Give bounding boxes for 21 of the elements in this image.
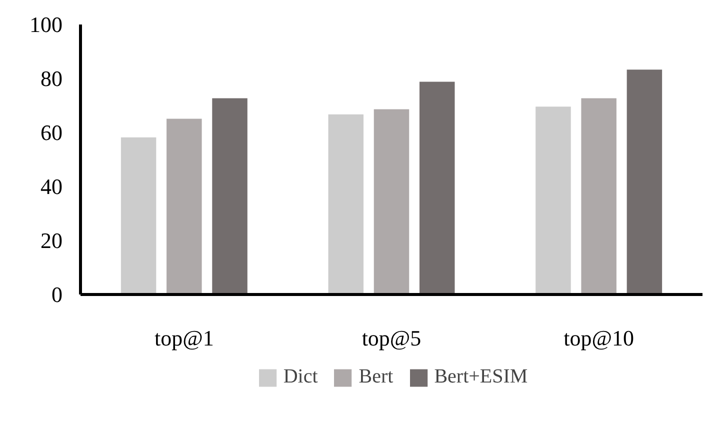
y-tick-label: 100 <box>30 12 62 37</box>
bar <box>328 114 364 294</box>
x-tick-label: top@10 <box>564 326 634 350</box>
bar <box>166 118 202 294</box>
legend-label: Bert+ESIM <box>434 366 528 388</box>
legend-label: Bert <box>358 366 394 388</box>
bar <box>581 98 616 294</box>
bar <box>419 82 455 294</box>
x-tick-label: top@5 <box>362 326 422 350</box>
bar <box>212 98 248 294</box>
y-tick-label: 40 <box>40 174 62 199</box>
y-tick-label: 60 <box>40 120 62 145</box>
bar <box>120 137 156 294</box>
bar <box>536 106 571 294</box>
y-tick-label: 80 <box>40 66 62 91</box>
bar <box>374 109 410 294</box>
y-tick-label: 0 <box>52 282 62 307</box>
x-tick-label: top@1 <box>154 326 214 350</box>
legend-label: Dict <box>283 366 318 388</box>
bar <box>626 70 662 294</box>
y-tick-label: 20 <box>40 228 62 253</box>
